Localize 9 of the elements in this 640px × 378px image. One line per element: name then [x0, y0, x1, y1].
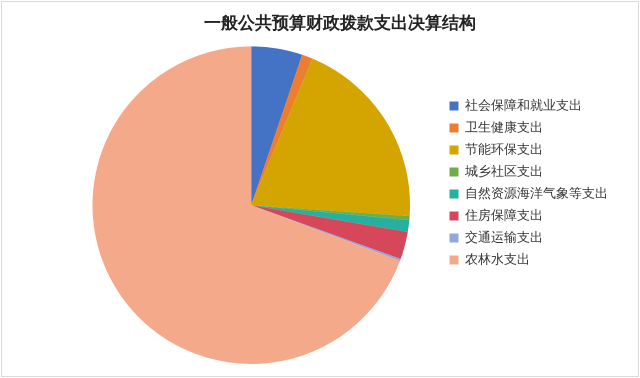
legend-label: 自然资源海洋气象等支出	[465, 186, 608, 202]
legend-label: 农林水支出	[465, 252, 530, 268]
legend-label: 社会保障和就业支出	[465, 98, 582, 114]
legend-label: 住房保障支出	[464, 207, 543, 224]
legend-label: 交通运输支出	[465, 229, 543, 246]
chart-title: 一般公共预算财政拨款支出决算结构	[204, 14, 476, 34]
legend-label: 节能环保支出	[465, 142, 543, 158]
legend-label: 卫生健康支出	[465, 120, 543, 136]
legend-label: 城乡社区支出	[464, 164, 543, 180]
